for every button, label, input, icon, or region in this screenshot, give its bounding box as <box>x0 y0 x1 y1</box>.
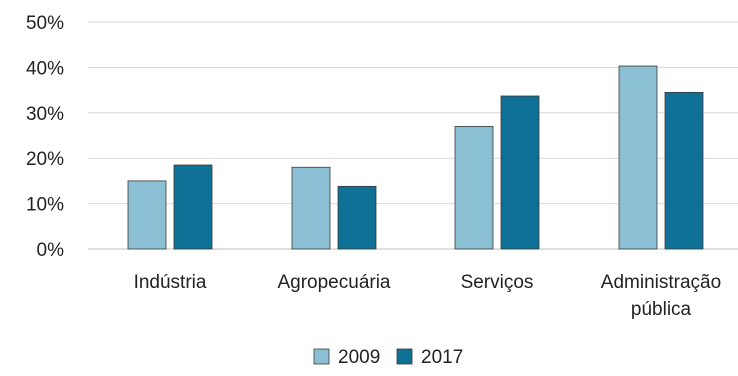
bar-2009-3 <box>618 65 658 250</box>
bar-2017-3 <box>664 91 704 250</box>
bar-2017-0 <box>173 164 213 250</box>
y-tick-label: 0% <box>37 240 65 261</box>
category-label: Indústria <box>134 272 207 293</box>
bars <box>127 65 704 250</box>
legend-swatch-2009 <box>313 348 330 365</box>
y-tick-label: 20% <box>26 149 64 170</box>
category-label: Agropecuária <box>277 272 390 293</box>
legend-swatch-2017 <box>396 348 413 365</box>
legend-label-2009: 2009 <box>338 347 380 368</box>
category-label: Serviços <box>461 272 534 293</box>
bar-2017-1 <box>337 185 377 250</box>
x-axis-category-labels: Indústria Agropecuária Serviços Administraç… <box>134 272 722 320</box>
category-label: pública <box>631 299 692 320</box>
category-label: Administração <box>601 272 721 293</box>
y-tick-label: 10% <box>26 195 64 216</box>
y-tick-label: 50% <box>26 13 64 34</box>
y-tick-label: 40% <box>26 58 64 79</box>
y-tick-label: 30% <box>26 104 64 125</box>
bar-2009-0 <box>127 180 167 250</box>
bar-2009-2 <box>454 126 494 250</box>
bar-2017-2 <box>500 95 540 250</box>
legend-label-2017: 2017 <box>421 347 463 368</box>
y-axis-tick-labels: 0% 10% 20% 30% 40% 50% <box>26 13 64 261</box>
bar-2009-1 <box>291 166 331 250</box>
legend: 2009 2017 <box>313 347 463 368</box>
